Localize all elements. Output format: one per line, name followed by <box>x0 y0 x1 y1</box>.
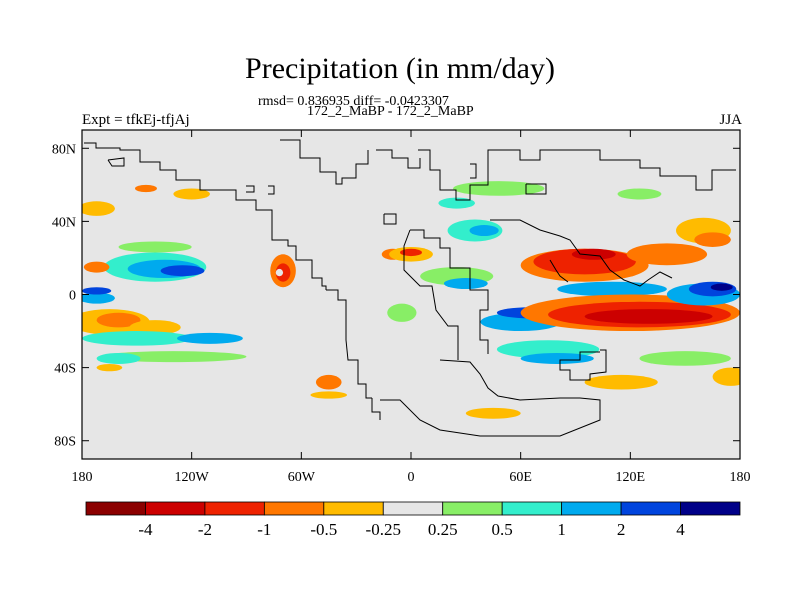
lat-tick-label: 40S <box>54 362 76 377</box>
colorbar-swatch <box>323 501 384 516</box>
precip-contour-region <box>275 268 284 277</box>
precip-contour-region <box>160 265 205 277</box>
colorbar-label: 1 <box>557 520 566 539</box>
colorbar-swatch <box>680 501 741 516</box>
stats-line: rmsd= 0.836935 diff= -0.0423307 <box>258 94 449 109</box>
precip-contour-region <box>387 303 417 322</box>
precip-contour-region <box>639 351 731 366</box>
lat-tick-label: 80N <box>52 142 76 157</box>
precip-contour-region <box>400 248 422 257</box>
precip-contour-region <box>96 352 141 364</box>
season-label: JJA <box>719 112 742 128</box>
lon-tick-label: 180 <box>730 470 751 485</box>
precip-field-layer <box>82 181 740 419</box>
precip-contour-region <box>443 278 488 290</box>
colorbar-label: -0.25 <box>366 520 401 539</box>
colorbar-swatch <box>561 501 622 516</box>
expt-label: Expt = tfkEj-tfjAj <box>82 112 190 128</box>
colorbar-label: -1 <box>257 520 271 539</box>
colorbar-label: 4 <box>676 520 685 539</box>
precip-contour-region <box>584 374 658 390</box>
plot-title: Precipitation (in mm/day) <box>245 52 555 85</box>
precip-contour-region <box>584 309 713 324</box>
colorbar-label: -0.5 <box>310 520 337 539</box>
precip-contour-region <box>315 374 342 390</box>
lon-tick-label: 120W <box>175 470 210 485</box>
precip-contour-region <box>83 261 110 273</box>
lon-tick-label: 0 <box>408 470 415 485</box>
precip-contour-region <box>694 232 731 247</box>
colorbar-label: 0.25 <box>428 520 458 539</box>
lon-tick-label: 180 <box>72 470 93 485</box>
precip-contour-region <box>135 184 157 193</box>
precip-contour-region <box>177 332 243 344</box>
precip-contour-region <box>310 391 348 399</box>
colorbar-swatch <box>145 501 206 516</box>
colorbar-label: -4 <box>138 520 153 539</box>
colorbar-swatch <box>442 501 503 516</box>
precip-contour-region <box>96 363 123 372</box>
precip-contour-region <box>557 281 667 297</box>
lat-tick-label: 40N <box>52 215 76 230</box>
precip-contour-region <box>173 188 210 200</box>
colorbar-swatch <box>263 501 325 516</box>
colorbar-label: -2 <box>198 520 212 539</box>
coastlines <box>84 139 736 437</box>
precip-contour-region <box>520 352 594 364</box>
precip-contour-region <box>82 201 115 216</box>
axis-ticks: 80N 40N 0 40S 80S 180 120W 60W 0 60E 120E 180 <box>52 130 751 485</box>
precip-contour-region <box>129 320 181 335</box>
colorbar-swatch <box>382 501 444 516</box>
lon-tick-label: 60E <box>509 470 532 485</box>
subtitle: 172_2_MaBP - 172_2_MaBP <box>307 104 474 119</box>
colorbar-label: 2 <box>617 520 626 539</box>
precip-contour-region <box>469 225 499 237</box>
colorbar-swatch <box>204 501 265 516</box>
precip-contour-region <box>118 241 192 253</box>
precip-contour-region <box>438 197 475 209</box>
precip-contour-region <box>710 283 733 291</box>
colorbar-swatch <box>85 501 146 516</box>
precip-contour-region <box>82 292 115 304</box>
colorbar-swatch <box>620 501 681 516</box>
precip-contour-region <box>617 188 662 200</box>
precip-contour-region <box>571 248 616 260</box>
precip-contour-region <box>712 367 740 386</box>
lon-tick-label: 120E <box>616 470 646 485</box>
precip-contour-region <box>626 243 708 266</box>
precip-contour-region <box>82 331 192 346</box>
colorbar-label: 0.5 <box>492 520 513 539</box>
lat-tick-label: 80S <box>54 435 76 450</box>
precip-contour-region <box>96 312 141 328</box>
lon-tick-label: 60W <box>288 470 316 485</box>
colorbar: -4 -2 -1 -0.5 -0.25 0.25 0.5 1 2 4 <box>85 501 741 539</box>
precip-contour-region <box>82 287 112 295</box>
colorbar-swatch <box>501 501 563 516</box>
precip-contour-region <box>465 407 521 419</box>
lat-tick-label: 0 <box>69 289 76 304</box>
